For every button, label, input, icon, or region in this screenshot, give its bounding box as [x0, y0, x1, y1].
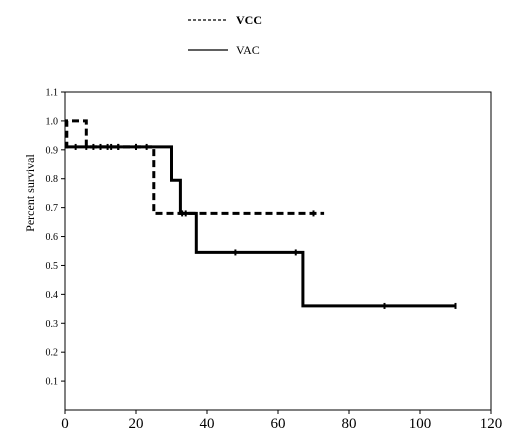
- y-tick-label: 0.2: [46, 348, 59, 359]
- series-line-vac: [65, 145, 456, 308]
- y-tick-label: 0.3: [46, 319, 59, 330]
- y-tick-label: 0.8: [46, 174, 59, 185]
- y-tick-label: 0.9: [46, 145, 59, 156]
- y-tick-label: 0.5: [46, 261, 59, 272]
- x-tick-label: 0: [61, 416, 69, 430]
- y-tick-label: 0.7: [46, 203, 59, 214]
- x-tick-label: 60: [271, 416, 286, 430]
- y-tick-label: 0.4: [46, 290, 59, 301]
- x-tick-label: 120: [480, 416, 503, 430]
- legend-label-vcc: VCC: [236, 13, 262, 27]
- y-tick-label: 1.1: [46, 88, 59, 99]
- x-tick-label: 20: [129, 416, 144, 430]
- x-tick-label: 100: [409, 416, 432, 430]
- y-tick-label: 1.0: [46, 116, 59, 127]
- x-tick-label: 40: [200, 416, 215, 430]
- y-tick-label: 0.6: [46, 232, 59, 243]
- y-axis-label: Percent survival: [23, 154, 37, 232]
- x-tick-label: 80: [342, 416, 357, 430]
- series-line-vcc: [65, 119, 325, 215]
- legend-label-vac: VAC: [236, 43, 260, 57]
- y-tick-label: 0.1: [46, 377, 59, 388]
